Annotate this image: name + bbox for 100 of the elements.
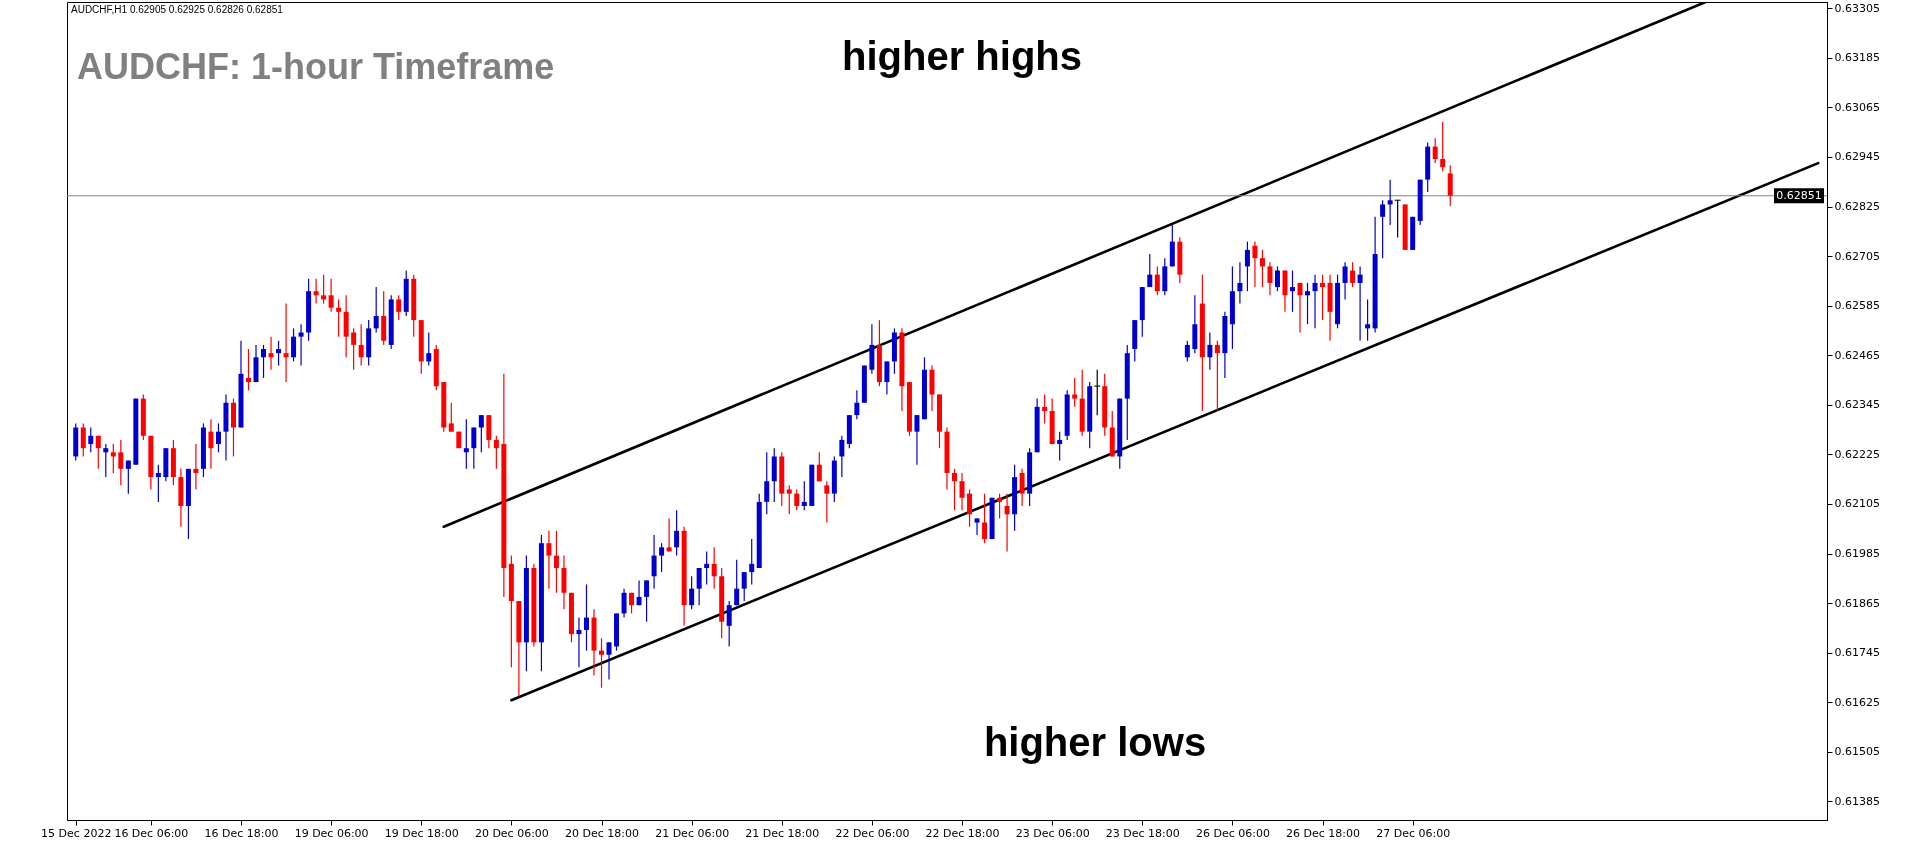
candlestick	[1305, 282, 1311, 325]
candlestick	[1042, 393, 1048, 424]
candlestick	[1259, 249, 1265, 288]
y-tick-label: 0.61745	[1834, 646, 1880, 660]
candlestick	[208, 418, 214, 470]
candlestick	[636, 579, 642, 606]
candlestick	[621, 588, 627, 619]
x-tick-label: 26 Dec 06:00	[1195, 826, 1270, 840]
candlestick	[246, 348, 251, 391]
candlestick	[110, 443, 116, 474]
candlestick	[321, 274, 327, 305]
candlestick	[741, 571, 747, 602]
candlestick	[711, 546, 717, 590]
candlestick	[606, 641, 612, 681]
candlestick	[1214, 340, 1220, 412]
x-tick-label: 22 Dec 18:00	[925, 826, 1000, 840]
candlestick	[351, 327, 357, 371]
candlestick	[1274, 265, 1280, 292]
candlestick	[1447, 164, 1453, 207]
candlestick	[854, 389, 860, 420]
candlestick	[583, 583, 589, 652]
candlestick	[493, 435, 499, 470]
x-tick-label: 16 Dec 18:00	[204, 826, 279, 840]
y-tick-label: 0.63065	[1834, 100, 1880, 114]
candlestick	[373, 286, 379, 334]
candlestick	[651, 534, 657, 590]
candlestick	[1184, 340, 1190, 363]
candlestick	[193, 443, 199, 491]
candlestick	[1320, 274, 1326, 321]
candlestick	[313, 278, 319, 305]
x-tick-label: 27 Dec 06:00	[1376, 826, 1451, 840]
candlestick	[478, 414, 484, 453]
candlestick	[125, 459, 131, 495]
x-tick-label: 21 Dec 18:00	[745, 826, 820, 840]
candlestick	[1387, 179, 1393, 226]
candlestick	[215, 422, 221, 453]
x-tick-label: 23 Dec 06:00	[1015, 826, 1090, 840]
candlestick	[674, 509, 680, 557]
y-tick-label: 0.62345	[1834, 398, 1880, 412]
candlestick	[448, 402, 454, 433]
candlestick	[268, 336, 274, 371]
candlestick	[1297, 282, 1303, 334]
y-tick-label: 0.61385	[1834, 794, 1880, 808]
candlestick	[95, 435, 101, 470]
candlestick	[726, 600, 732, 648]
candlestick	[839, 435, 845, 478]
candlestick	[1289, 269, 1295, 313]
candlestick	[959, 472, 965, 511]
candlestick	[88, 426, 94, 453]
candlestick	[1154, 265, 1160, 296]
candlestick	[1072, 377, 1078, 408]
candlestick	[80, 422, 86, 458]
x-tick-label: 16 Dec 06:00	[114, 826, 189, 840]
y-tick-label: 0.62705	[1834, 249, 1880, 263]
candlestick	[261, 344, 267, 379]
candlestick	[666, 517, 672, 553]
candlestick	[1244, 241, 1250, 292]
y-tick-label: 0.63185	[1834, 51, 1880, 65]
candlestick	[426, 331, 432, 367]
candlestick	[1312, 274, 1318, 329]
candlestick	[1019, 468, 1025, 507]
candlestick	[734, 559, 740, 606]
y-tick-label: 0.62465	[1834, 348, 1880, 362]
y-tick-label: 0.61505	[1834, 745, 1880, 759]
candlestick	[599, 637, 605, 689]
x-tick-label: 19 Dec 06:00	[294, 826, 369, 840]
candlestick	[689, 575, 695, 610]
candlestick	[553, 530, 559, 594]
candlestick	[914, 414, 920, 466]
candlestick	[1004, 493, 1010, 553]
candlestick	[997, 493, 1003, 520]
candlestick	[974, 517, 980, 536]
x-tick-label: 26 Dec 18:00	[1286, 826, 1361, 840]
candlestick	[1207, 331, 1213, 371]
x-tick-label: 21 Dec 06:00	[655, 826, 730, 840]
candlestick	[358, 323, 364, 367]
x-tick-label: 20 Dec 06:00	[474, 826, 549, 840]
candlestick	[1094, 369, 1101, 416]
candlestick	[1252, 241, 1258, 288]
candlestick	[824, 480, 830, 524]
y-tick-label: 0.62945	[1834, 150, 1880, 164]
candlestick	[1350, 261, 1356, 288]
chart-subtitle: AUDCHF,H1 0.62905 0.62925 0.62826 0.62851	[71, 4, 284, 15]
candlestick	[103, 443, 109, 478]
candlestick	[298, 323, 304, 367]
annotation: higher lows	[983, 720, 1207, 764]
candlestick	[696, 567, 702, 606]
candlestick	[118, 439, 124, 486]
candlestick	[471, 426, 477, 470]
x-tick-label: 15 Dec 2022	[41, 826, 112, 840]
y-tick-label: 0.62825	[1834, 200, 1880, 213]
y-tick-label: 0.63305	[1834, 1, 1880, 15]
y-tick-label: 0.61625	[1834, 695, 1880, 709]
candlestick	[816, 451, 822, 482]
candlestick	[1365, 298, 1371, 342]
annotation: higher highs	[842, 34, 1082, 78]
candlestick	[644, 579, 650, 623]
candlestick	[1147, 253, 1153, 288]
candlestick	[967, 488, 973, 528]
candlestick	[276, 340, 282, 367]
